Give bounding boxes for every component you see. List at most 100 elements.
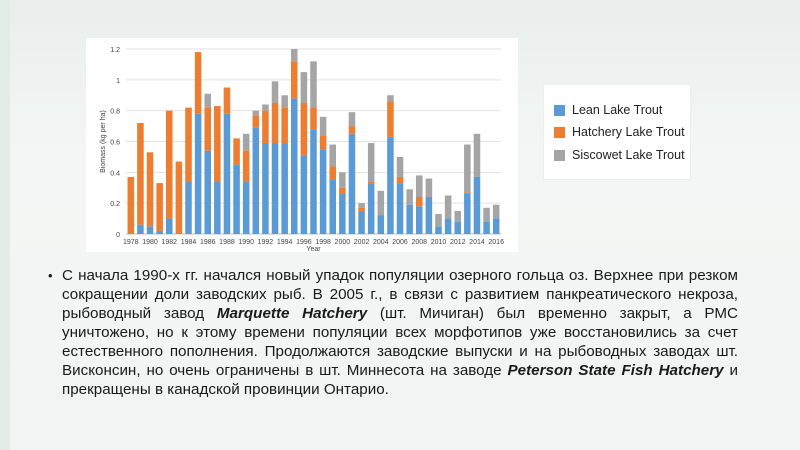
x-tick-label: 2004: [373, 239, 389, 246]
legend-label-hatchery: Hatchery Lake Trout: [572, 125, 685, 139]
bar-siscowet: [367, 143, 375, 182]
bar-siscowet: [300, 72, 308, 103]
bar-siscowet: [310, 61, 317, 108]
bar-siscowet: [444, 195, 452, 219]
bar-hatchery: [271, 102, 279, 144]
bar-lean: [367, 183, 375, 234]
bar-hatchery: [156, 183, 163, 231]
chart-legend: Lean Lake Trout Hatchery Lake Trout Sisc…: [543, 84, 691, 180]
bar-siscowet: [435, 213, 442, 227]
bar-hatchery: [175, 161, 183, 234]
bar-lean: [300, 155, 308, 234]
bar-lean: [204, 150, 211, 234]
bar-hatchery: [329, 166, 336, 181]
bar-lean: [396, 183, 404, 234]
bar-lean: [464, 193, 471, 234]
y-tick-label: 1: [116, 78, 120, 85]
x-tick-label: 1978: [123, 239, 139, 246]
bar-hatchery: [387, 101, 394, 137]
body-text-part-2: (шт. Мичиган) был временно закрыт, а РМС…: [62, 305, 738, 379]
bar-siscowet: [291, 49, 298, 62]
x-tick-label: 1992: [258, 239, 274, 246]
bar-lean: [406, 204, 413, 234]
bar-lean: [281, 143, 288, 234]
bar-hatchery: [319, 135, 327, 150]
bar-hatchery: [300, 102, 308, 156]
bar-lean: [454, 221, 461, 234]
legend-swatch-hatchery: [554, 126, 565, 138]
bar-siscowet: [358, 203, 365, 208]
bar-lean: [492, 218, 500, 234]
bar-lean: [223, 113, 231, 234]
bar-siscowet: [464, 144, 471, 193]
bar-hatchery: [242, 150, 250, 182]
bar-lean: [156, 230, 163, 234]
bar-siscowet: [416, 175, 423, 197]
biomass-chart-svg: 0 0.2 0.4 0.6 0.8 1 1.2 1978 1980 1982 1984 1986 198…: [100, 47, 504, 252]
bar-hatchery: [310, 107, 317, 130]
x-tick-label: 2016: [488, 239, 504, 246]
bar-hatchery: [223, 87, 231, 114]
bar-lean: [358, 210, 365, 234]
legend-swatch-lean: [554, 104, 565, 116]
bar-hatchery: [233, 138, 240, 165]
bar-lean: [137, 224, 144, 234]
bar-hatchery: [252, 115, 260, 128]
x-tick-label: 2002: [354, 239, 370, 246]
x-tick-label: 1988: [219, 239, 235, 246]
bar-hatchery: [396, 176, 404, 184]
x-tick-label: 1996: [296, 239, 312, 246]
bar-lean: [435, 226, 442, 234]
x-tick-label: 1998: [315, 239, 331, 246]
biomass-chart: 0 0.2 0.4 0.6 0.8 1 1.2 1978 1980 1982 1984 1986 198…: [86, 38, 518, 252]
bar-siscowet: [262, 104, 269, 111]
legend-item-hatchery: Hatchery Lake Trout: [554, 124, 685, 140]
y-tick-label: 0: [116, 232, 120, 239]
bar-lean: [252, 127, 260, 234]
slide-left-stripe: [0, 0, 10, 450]
y-tick-label: 0.4: [110, 170, 120, 177]
bar-hatchery: [367, 181, 375, 184]
bar-lean: [194, 113, 202, 234]
bar-lean: [271, 143, 279, 234]
legend-swatch-siscowet: [554, 149, 565, 161]
y-tick-label: 0.2: [110, 201, 120, 208]
legend-item-lean: Lean Lake Trout: [554, 102, 662, 118]
bar-lean: [339, 193, 346, 234]
bar-lean: [291, 98, 298, 234]
bar-siscowet: [281, 95, 288, 108]
bar-hatchery: [127, 176, 135, 234]
bar-siscowet: [406, 189, 413, 205]
bar-lean: [444, 218, 452, 234]
x-tick-label: 2008: [411, 239, 427, 246]
x-tick-label: 1982: [161, 239, 177, 246]
bar-lean: [377, 215, 385, 234]
bar-siscowet: [319, 116, 327, 136]
bar-siscowet: [425, 178, 433, 197]
bullet-icon: •: [48, 268, 53, 283]
bar-siscowet: [483, 207, 490, 222]
bar-siscowet: [271, 81, 279, 103]
y-axis-label: Biomass (kg per ha): [100, 110, 107, 173]
peterson-hatchery-name: Peterson State Fish Hatchery: [507, 362, 724, 379]
x-tick-label: 1984: [181, 239, 197, 246]
bar-hatchery: [166, 110, 173, 219]
legend-label-lean: Lean Lake Trout: [572, 103, 663, 117]
body-text-part-1: С начала 1990-х гг. начался новый упадок…: [62, 267, 738, 322]
y-tick-label: 1.2: [110, 47, 120, 54]
x-tick-label: 1990: [238, 239, 254, 246]
bar-hatchery: [358, 207, 365, 211]
bar-hatchery: [416, 197, 423, 207]
bar-lean: [214, 181, 221, 234]
bar-lean: [262, 143, 269, 234]
bar-hatchery: [348, 126, 356, 134]
x-tick-label: 1986: [200, 239, 216, 246]
bar-hatchery: [214, 106, 221, 182]
y-tick-label: 0.6: [110, 140, 120, 147]
bar-siscowet: [396, 156, 404, 177]
x-tick-label: 2012: [450, 239, 466, 246]
bar-siscowet: [454, 210, 461, 222]
x-tick-label: 2014: [469, 239, 485, 246]
bar-siscowet: [204, 93, 211, 108]
bar-lean: [185, 181, 192, 234]
